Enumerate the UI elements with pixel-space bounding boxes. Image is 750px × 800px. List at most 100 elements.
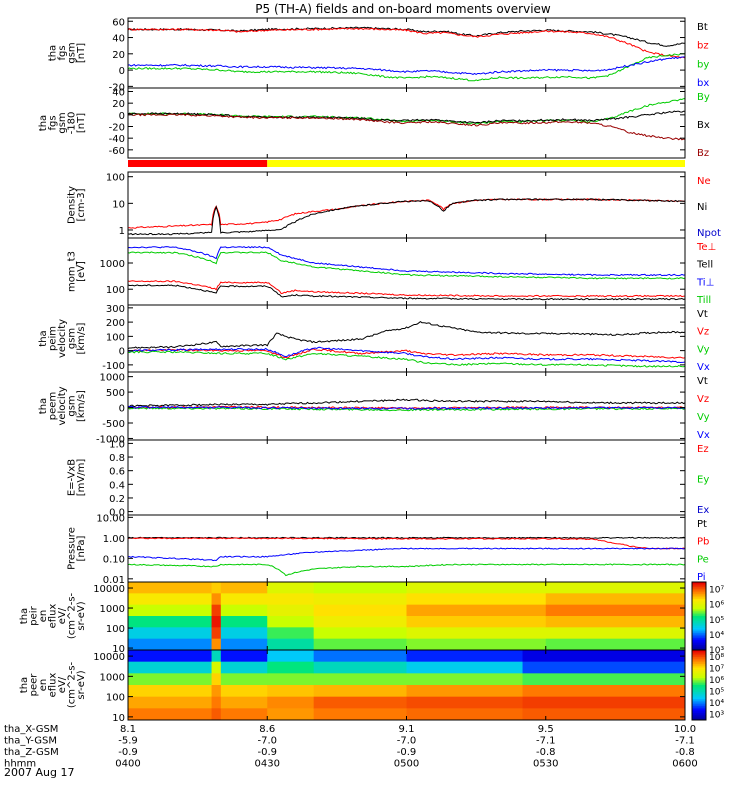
colorbar-cell (692, 657, 706, 660)
y-tick-label: 0.01 (103, 575, 125, 586)
colorbar-cell (692, 650, 706, 653)
spectrogram-cell (522, 650, 686, 663)
colorbar-cell (692, 653, 706, 656)
spectrogram-cell (211, 604, 222, 617)
spectrogram-cell (406, 708, 524, 721)
y-tick-label: 1.00 (103, 534, 125, 545)
spectrogram-cell (128, 582, 213, 594)
spectrogram-cell (406, 582, 547, 594)
spectrogram-cell (220, 627, 268, 640)
colorbar-cell (692, 627, 706, 631)
spectrogram-cell (267, 650, 315, 663)
panel-electron-spectrogram: 10⁸10⁷10⁶10⁵10⁴10³10000100010010thapeere… (19, 649, 724, 724)
y-axis-label: eflux (48, 604, 59, 629)
y-axis-label: (cm^2-s- (67, 661, 78, 708)
time-axis-value: -0.9 (397, 747, 417, 758)
spectrogram-cell (522, 696, 686, 709)
colorbar-cell (692, 622, 706, 625)
legend-label-Tell: Tell (696, 260, 713, 271)
series-line-Pb (127, 537, 686, 550)
y-axis-label: tha (48, 45, 59, 61)
y-tick-label: -1000 (96, 434, 125, 445)
colorbar-cell (692, 660, 706, 663)
colorbar-cell (692, 634, 706, 637)
legend-label-Ez: Ez (697, 444, 709, 455)
y-axis-label: Pressure (67, 527, 78, 570)
y-tick-label: 40 (112, 34, 125, 45)
colorbar-cell (692, 713, 706, 716)
series-line-Till (127, 251, 686, 280)
legend-label-Ey: Ey (697, 475, 709, 486)
spectrogram-cell (406, 685, 524, 698)
legend-label-Pe: Pe (697, 554, 709, 565)
legend-label-Till: Till (696, 295, 711, 306)
legend-label-Vt: Vt (697, 309, 708, 320)
y-axis-label: velocity (57, 386, 68, 425)
series-line-Ti⊥ (127, 246, 686, 277)
spectrogram-cell (128, 593, 213, 606)
spectrogram-cell (313, 685, 407, 698)
y-tick-label: 1000 (100, 373, 125, 384)
time-axis-row-label: hhmm (4, 759, 36, 770)
y-tick-label: 1000 (100, 259, 125, 270)
y-axis-label: tha (38, 115, 49, 131)
legend-label-bz: bz (697, 41, 709, 52)
colorbar-cell (692, 631, 706, 634)
y-axis-label: gsm (67, 42, 78, 63)
spectrogram-cell (211, 708, 222, 721)
y-tick-label: 1.0 (109, 439, 125, 450)
time-axis-value: -7.0 (397, 736, 417, 747)
time-axis-value: -5.9 (118, 736, 138, 747)
spectrogram-cell (128, 673, 213, 686)
spectrogram-cell (220, 638, 268, 651)
y-tick-label: -100 (102, 361, 125, 372)
colorbar-label: 10⁴ (709, 699, 724, 709)
spectrogram-cell (267, 627, 315, 640)
spectrogram-cell (406, 650, 524, 663)
panel-ion-spectrogram: 10⁷ 10⁶ 10⁵ 10⁴ 10³ 10000 1000 100 10 thapeirenef… (19, 581, 724, 656)
series-line-Ne (127, 198, 686, 229)
legend-label-By: By (697, 92, 710, 103)
colorbar-cell (692, 678, 706, 681)
spectrogram-cell (267, 616, 315, 628)
legend-label-by: by (697, 59, 709, 70)
colorbar-cell (692, 679, 706, 682)
panel-efield: 1.0 0.8 0.6 0.4 0.2 0.0 E=-VxB[mV/m] Ez Ey Ex (67, 439, 710, 518)
y-tick-label: 1 (119, 226, 125, 237)
spectrogram-cell (313, 593, 407, 606)
y-axis-label: fgs (57, 45, 68, 60)
series-line-bx (127, 56, 686, 75)
colorbar-cell (692, 636, 706, 639)
time-axis-value: -7.1 (675, 736, 695, 747)
colorbar-cell (692, 667, 706, 670)
y-axis-label: eV/ (57, 607, 68, 624)
spectrogram-cell (522, 661, 686, 674)
colorbar-cell (692, 702, 706, 705)
y-tick-label: 10.00 (96, 513, 125, 524)
colorbar-cell (692, 604, 706, 607)
spectrogram-cell (220, 616, 268, 628)
spectrogram-cell (522, 685, 686, 698)
series-line-Vx (127, 346, 686, 364)
y-tick-label: 0.2 (109, 494, 125, 505)
legend-label-Pt: Pt (697, 519, 707, 530)
y-axis-label: [cm-3] (76, 188, 87, 221)
spectrogram-cell (220, 696, 268, 709)
time-axis-row-label: tha_X-GSM (4, 724, 58, 735)
colorbar-cell (692, 711, 706, 714)
legend-label-Ni: Ni (697, 202, 707, 213)
spectrogram-cell (267, 696, 315, 709)
colorbar-cell (692, 602, 706, 605)
spectrogram-cell (313, 604, 407, 617)
spectrogram-cell (211, 593, 222, 606)
y-tick-label: 0 (119, 404, 125, 415)
colorbar-cell (692, 709, 706, 712)
series-line-by (127, 53, 686, 82)
colorbar-label: 10⁷ (709, 586, 724, 596)
spectrogram-cell (267, 661, 315, 674)
series-line-bz (127, 27, 686, 59)
panel-frame (127, 371, 686, 441)
y-axis-label: [nPa] (76, 535, 87, 561)
y-axis-label: (cm^2-s- (67, 592, 78, 639)
